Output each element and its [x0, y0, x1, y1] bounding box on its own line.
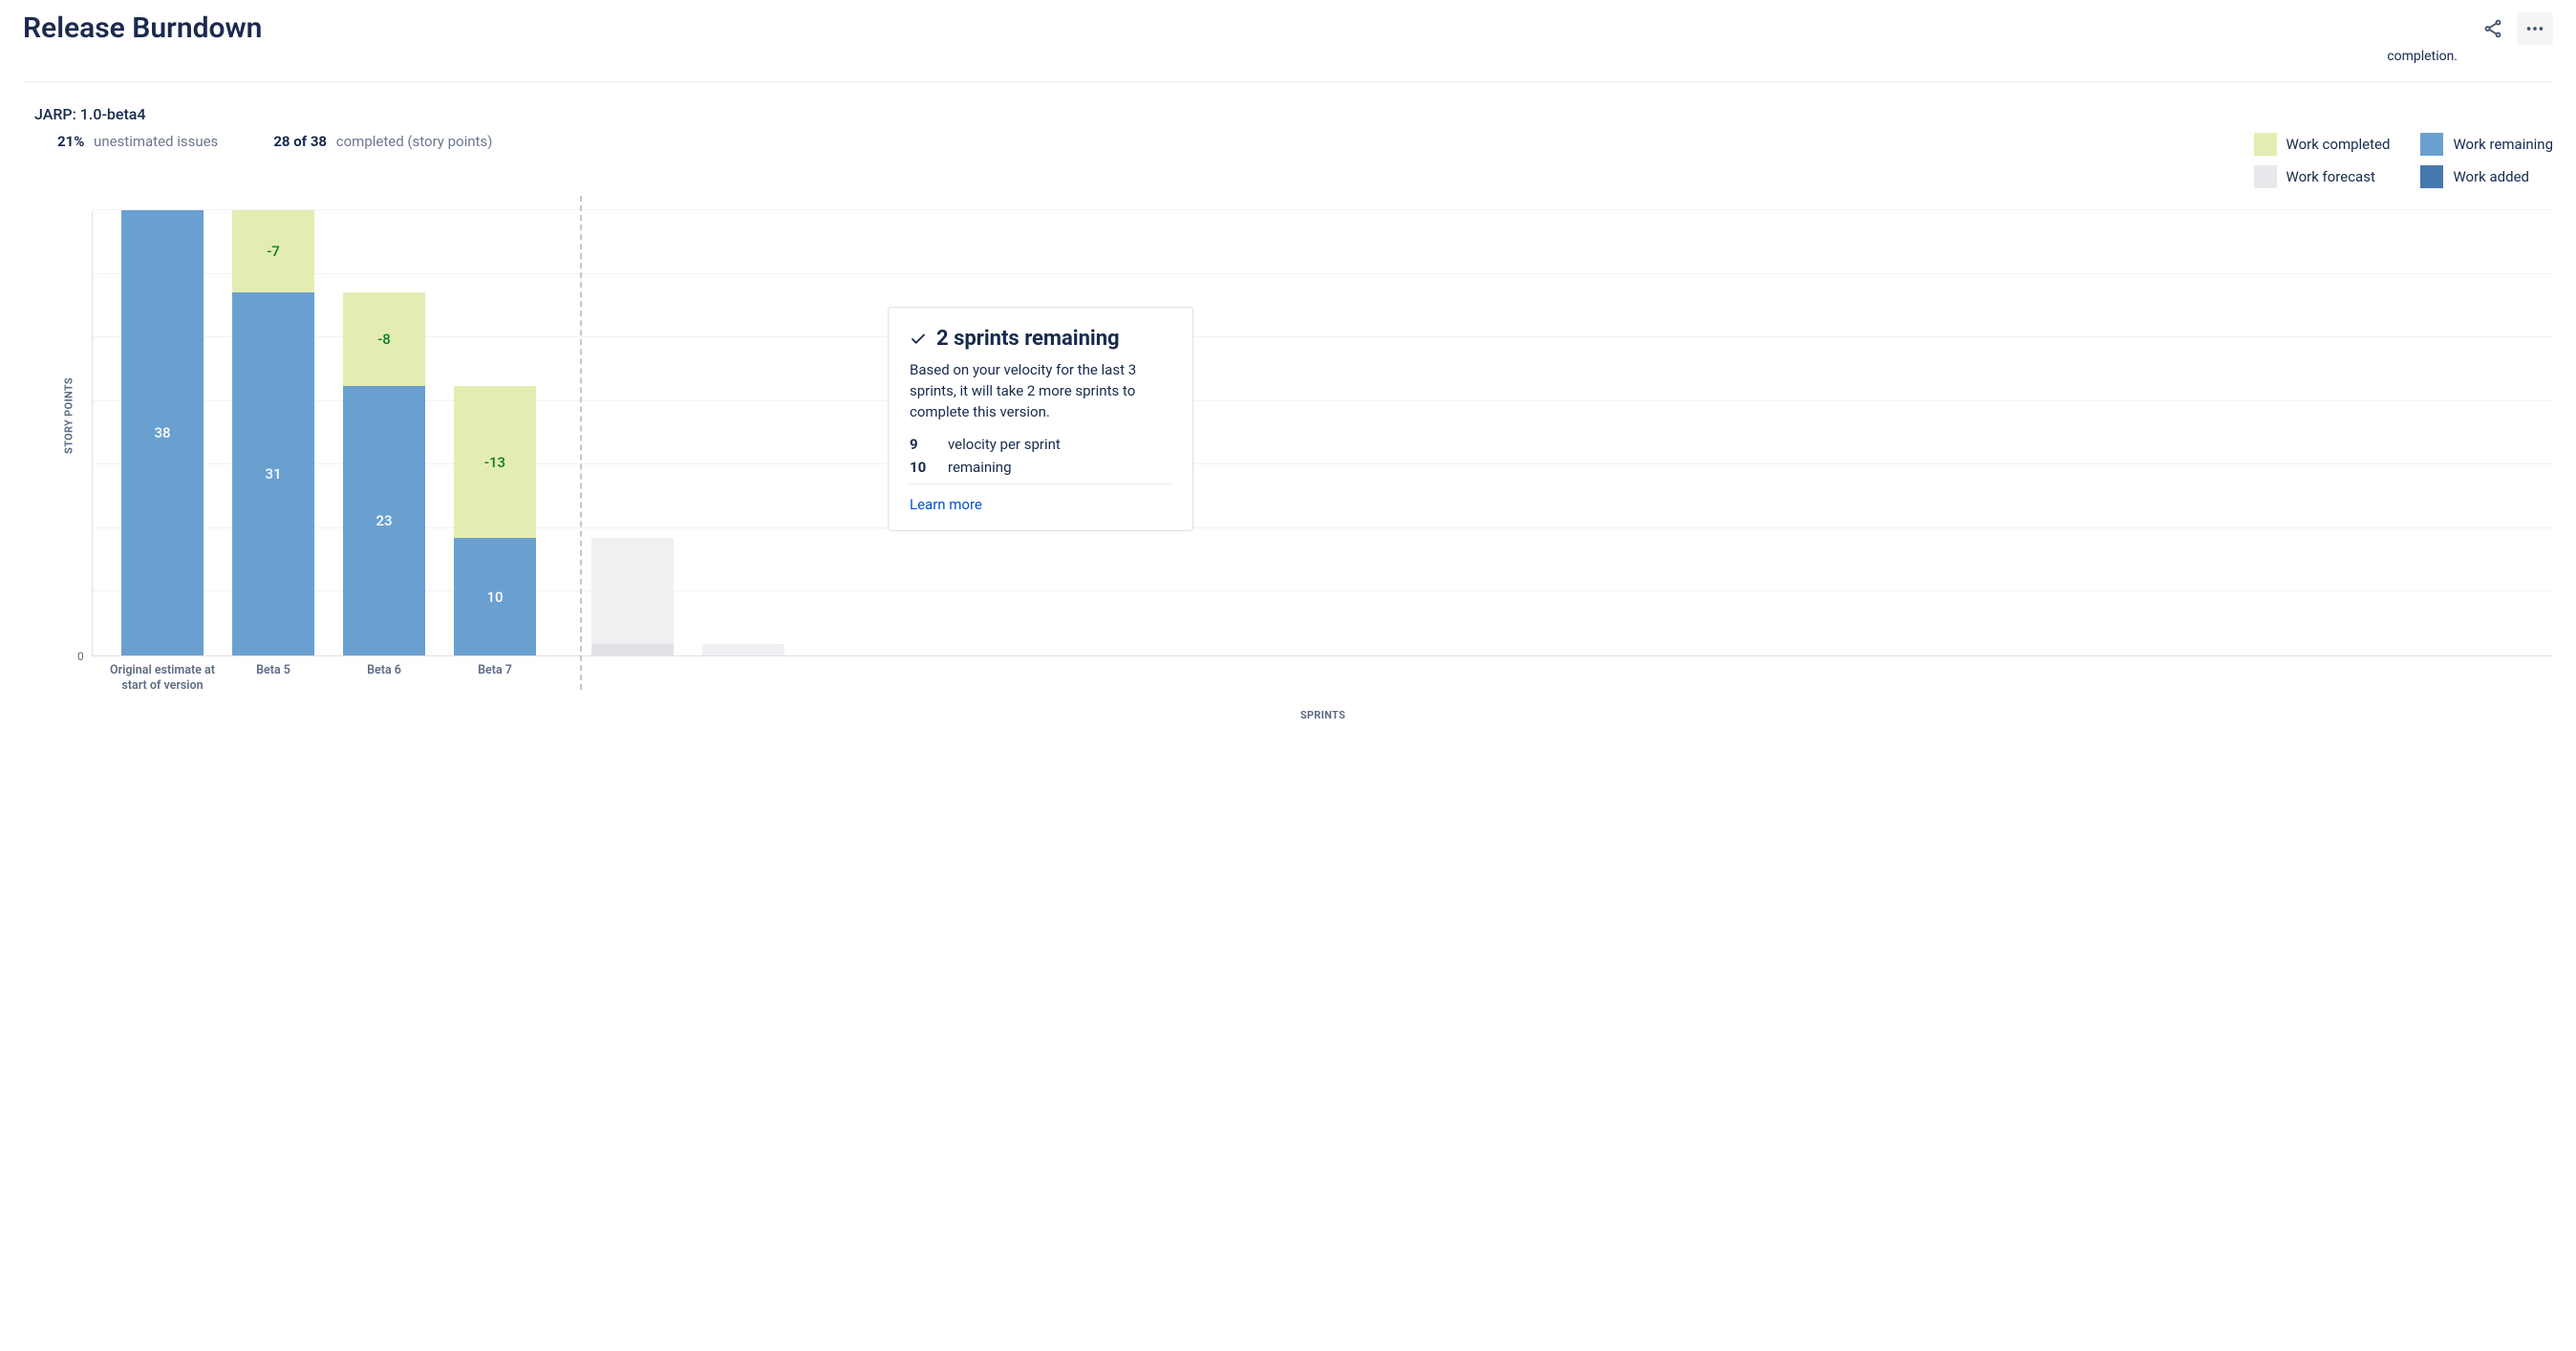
kv-key: 9	[910, 436, 933, 453]
page-title: Release Burndown	[23, 11, 262, 45]
gridline	[93, 273, 2553, 274]
kv-value: velocity per sprint	[948, 436, 1061, 453]
legend-swatch	[2254, 133, 2277, 156]
forecast-callout: 2 sprints remaining Based on your veloci…	[888, 307, 1193, 531]
bar-segment-remaining: 31	[232, 292, 314, 655]
more-actions-button[interactable]	[2517, 12, 2553, 45]
legend-swatch	[2420, 133, 2443, 156]
forecast-segment	[702, 644, 784, 655]
forecast-divider	[580, 196, 582, 690]
legend-swatch	[2254, 165, 2277, 188]
y-axis-label: STORY POINTS	[62, 377, 75, 454]
bar-segment-remaining: 38	[121, 210, 204, 655]
callout-divider	[910, 483, 1171, 484]
callout-body: Based on your velocity for the last 3 sp…	[910, 360, 1171, 422]
bar-segment-completed: -7	[232, 210, 314, 292]
bar-segment-completed: -13	[454, 386, 536, 538]
legend-item: Work completed	[2254, 133, 2391, 156]
x-tick-label: Beta 6	[343, 663, 425, 677]
legend-swatch	[2420, 165, 2443, 188]
bar-segment-remaining: 10	[454, 538, 536, 655]
legend-label: Work completed	[2286, 136, 2391, 153]
callout-kv-row: 10 remaining	[910, 459, 1171, 476]
share-icon	[2482, 18, 2503, 39]
forecast-segment	[591, 538, 674, 643]
stat-completed: 28 of 38 completed (story points)	[273, 133, 492, 150]
header-subtext: completion.	[23, 49, 2553, 64]
stat-unestimated-label: unestimated issues	[94, 133, 218, 150]
version-label: JARP: 1.0-beta4	[34, 105, 2553, 123]
x-tick-label: Original estimate at start of version	[110, 663, 215, 693]
kv-key: 10	[910, 459, 933, 476]
legend-item: Work added	[2420, 165, 2553, 188]
divider	[23, 81, 2553, 82]
callout-kv-row: 9 velocity per sprint	[910, 436, 1171, 453]
stat-unestimated-value: 21%	[57, 133, 84, 150]
gridline	[93, 336, 2553, 337]
stat-completed-value: 28 of 38	[273, 133, 327, 150]
forecast-segment-base	[591, 644, 674, 655]
gridline	[93, 209, 2553, 210]
stat-unestimated: 21% unestimated issues	[57, 133, 218, 150]
x-axis-label: SPRINTS	[1300, 709, 1345, 721]
more-icon	[2524, 18, 2545, 39]
x-tick-label: Beta 7	[454, 663, 536, 677]
y-tick-zero: 0	[77, 650, 84, 663]
bar-segment-remaining: 23	[343, 386, 425, 655]
chart-plot: 0 SPRINTS 38Original estimate at start o…	[92, 211, 2553, 656]
kv-value: remaining	[948, 459, 1012, 476]
callout-rows: 9 velocity per sprint 10 remaining	[910, 436, 1171, 476]
x-tick-label: Beta 5	[232, 663, 314, 677]
stat-completed-label: completed (story points)	[336, 133, 493, 150]
callout-title: 2 sprints remaining	[936, 327, 1120, 351]
share-button[interactable]	[2475, 12, 2511, 45]
legend-item: Work remaining	[2420, 133, 2553, 156]
legend-label: Work added	[2453, 168, 2529, 185]
check-icon	[910, 331, 927, 348]
legend-item: Work forecast	[2254, 165, 2391, 188]
legend-label: Work remaining	[2453, 136, 2553, 153]
learn-more-link[interactable]: Learn more	[910, 496, 982, 513]
bar-segment-completed: -8	[343, 292, 425, 386]
legend-label: Work forecast	[2286, 168, 2375, 185]
legend: Work completed Work remaining Work forecas…	[2254, 133, 2554, 188]
